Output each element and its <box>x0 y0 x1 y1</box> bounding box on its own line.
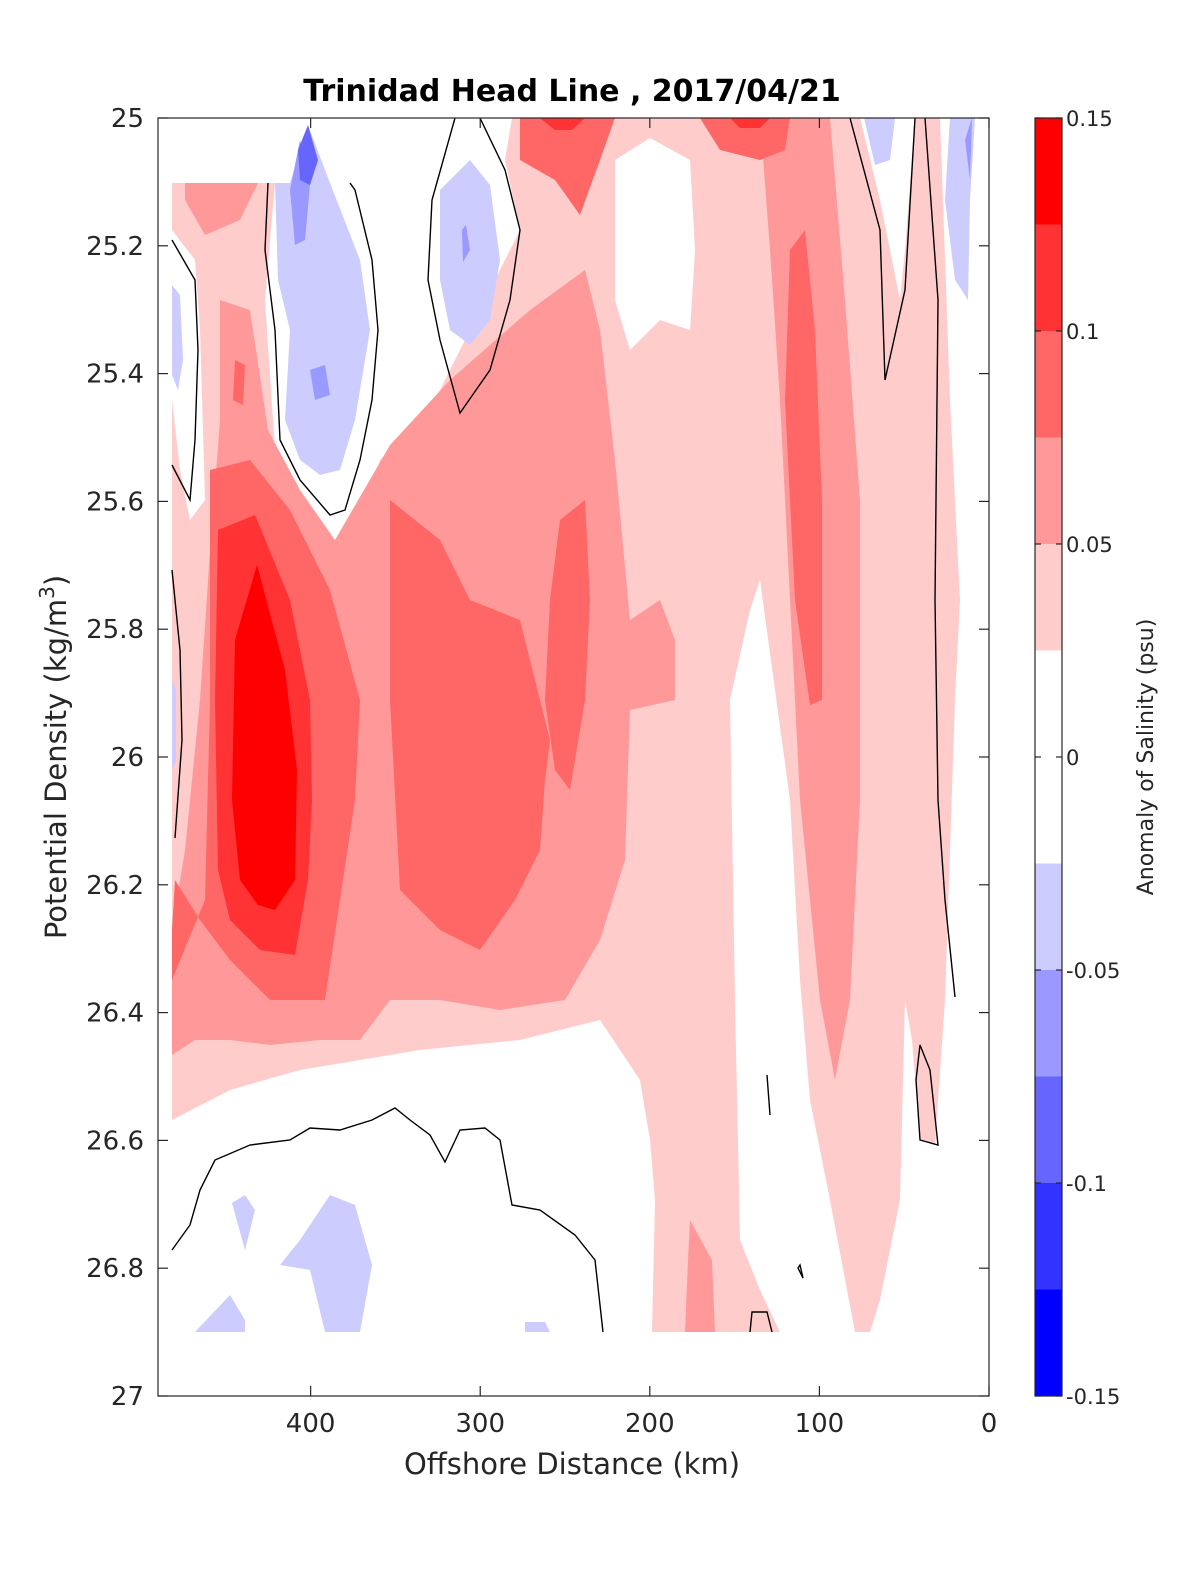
zero-line <box>171 1107 604 1333</box>
colorbar-bin <box>1035 970 1062 1077</box>
x-axis-title: Offshore Distance (km) <box>404 1447 740 1481</box>
x-tick-label: 100 <box>795 1409 845 1439</box>
y-tick-label: 26.8 <box>86 1254 144 1284</box>
colorbar-tick-label: 0.15 <box>1066 107 1113 131</box>
colorbar-tick-label: 0.1 <box>1066 320 1099 344</box>
colorbar-tick-label: -0.15 <box>1066 1385 1120 1409</box>
x-tick-label: 0 <box>981 1409 998 1439</box>
colorbar-tick-label: 0.05 <box>1066 533 1113 557</box>
zero-line <box>915 1044 939 1146</box>
colorbar-bin <box>1035 544 1062 651</box>
zero-line <box>766 1074 771 1116</box>
y-tick-label: 27 <box>111 1382 144 1412</box>
y-axis-title-main: Potential Density (kg/m <box>39 599 73 939</box>
x-tick-label: 400 <box>286 1409 336 1439</box>
colorbar-bin <box>1035 1183 1062 1290</box>
fill-zero-pocket-b <box>730 580 855 1332</box>
fill-negative-0p025 <box>172 118 975 1332</box>
zero-line <box>797 1263 804 1279</box>
colorbar-tick-label: -0.05 <box>1066 959 1120 983</box>
y-tick-label: 26.4 <box>86 999 144 1029</box>
y-tick-label: 26.6 <box>86 1126 144 1156</box>
x-axis: 400 300 200 100 0 <box>286 118 997 1439</box>
colorbar-tick-label: -0.1 <box>1066 1172 1107 1196</box>
y-tick-label: 25.6 <box>86 487 144 517</box>
chart-title: Trinidad Head Line , 2017/04/21 <box>303 74 840 109</box>
fill-negative-0p075 <box>298 125 318 185</box>
zero-line <box>849 117 916 381</box>
colorbar: 0.15 0.1 0.05 0 -0.05 -0.1 -0.15 <box>1034 107 1120 1409</box>
zero-line <box>924 117 956 998</box>
y-tick-label: 25.4 <box>86 360 144 390</box>
y-axis: 25 25.2 25.4 25.6 25.8 26 26.2 26.4 26.6 26.8 27 <box>86 104 989 1412</box>
colorbar-bin <box>1035 1289 1062 1396</box>
zero-line <box>264 182 379 516</box>
colorbar-tick-label: 0 <box>1066 746 1079 770</box>
zero-line <box>171 569 183 839</box>
y-axis-title-close: ) <box>39 575 73 586</box>
zero-line <box>427 117 521 415</box>
colorbar-bin <box>1035 224 1062 331</box>
y-axis-title: Potential Density (kg/m3) <box>35 575 73 939</box>
colorbar-bin <box>1035 118 1062 225</box>
y-tick-label: 25 <box>111 104 144 134</box>
y-tick-label: 26 <box>111 743 144 773</box>
y-tick-label: 25.8 <box>86 615 144 645</box>
zero-line <box>171 239 199 503</box>
x-tick-label: 200 <box>625 1409 675 1439</box>
fill-positive-0p125 <box>232 565 297 910</box>
colorbar-bin <box>1035 1076 1062 1183</box>
contour-fills <box>172 118 975 1332</box>
x-tick-label: 300 <box>455 1409 505 1439</box>
colorbar-bin <box>1035 437 1062 544</box>
y-axis-title-sup: 3 <box>35 586 59 599</box>
colorbar-title: Anomaly of Salinity (psu) <box>1134 619 1159 896</box>
colorbar-bin <box>1035 863 1062 970</box>
y-tick-label: 26.2 <box>86 871 144 901</box>
zero-contour-lines <box>171 117 956 1333</box>
zero-line <box>749 1311 773 1333</box>
fill-positive-0p075 <box>172 118 822 1000</box>
colorbar-bin <box>1035 331 1062 438</box>
y-tick-label: 25.2 <box>86 232 144 262</box>
fill-zero-pocket-a <box>615 138 695 350</box>
